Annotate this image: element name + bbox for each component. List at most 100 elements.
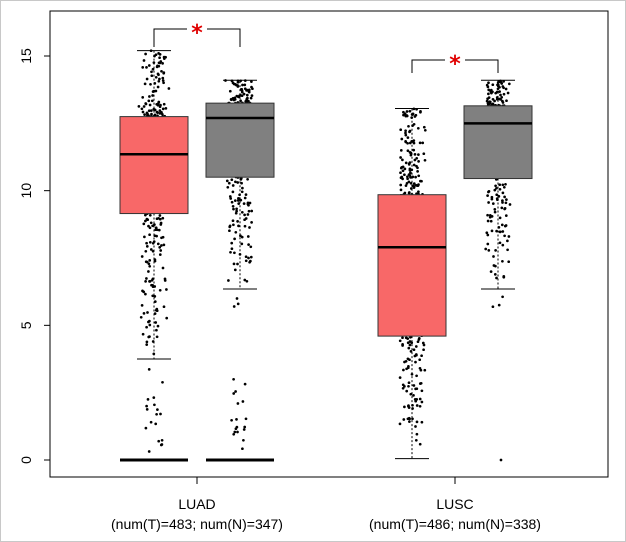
data-point — [239, 88, 243, 91]
data-point — [503, 234, 506, 238]
data-point — [495, 229, 498, 233]
data-point — [151, 224, 154, 228]
data-point — [158, 77, 161, 81]
data-point — [411, 417, 414, 421]
data-point — [501, 230, 505, 233]
data-point — [233, 268, 237, 272]
data-point — [234, 180, 237, 184]
data-point — [490, 197, 494, 201]
data-point — [414, 399, 418, 403]
data-point — [243, 224, 247, 228]
data-point — [420, 389, 424, 393]
data-point — [245, 97, 249, 101]
data-point — [244, 259, 248, 263]
data-point — [407, 404, 410, 408]
data-point — [490, 229, 494, 233]
data-point — [401, 343, 404, 346]
data-point — [414, 175, 417, 179]
outlier-point — [147, 450, 151, 453]
x-category-sublabel: (num(T)=483; num(N)=347) — [111, 516, 283, 532]
data-point — [162, 305, 166, 309]
data-point — [502, 92, 506, 96]
data-point — [400, 137, 404, 141]
data-point — [415, 156, 419, 160]
data-point — [501, 99, 504, 103]
data-point — [406, 149, 410, 153]
x-category-label: LUAD — [178, 496, 215, 512]
plot-area-border — [49, 10, 609, 478]
data-point — [250, 94, 254, 97]
outlier-point — [244, 417, 248, 421]
outlier-point — [153, 403, 156, 407]
data-point — [167, 87, 171, 90]
data-point — [404, 140, 407, 143]
x-category-label: LUSC — [436, 496, 473, 512]
outlier-point — [241, 447, 244, 451]
data-point — [401, 336, 404, 340]
outlier-point — [235, 297, 239, 300]
data-point — [140, 107, 144, 111]
data-point — [405, 367, 408, 371]
data-point — [415, 432, 419, 436]
data-point — [407, 384, 410, 388]
outlier-point — [145, 408, 149, 411]
data-point — [162, 81, 165, 85]
data-point — [415, 404, 419, 407]
data-point — [150, 99, 154, 103]
data-point — [500, 223, 504, 227]
data-point — [495, 193, 499, 197]
data-point — [148, 233, 151, 237]
data-point — [160, 244, 163, 247]
data-point — [418, 366, 422, 370]
data-point — [145, 277, 148, 280]
data-point — [230, 200, 234, 204]
data-point — [403, 191, 407, 195]
data-point — [399, 171, 402, 175]
data-point — [147, 320, 150, 324]
data-point — [236, 85, 240, 88]
data-point — [235, 207, 238, 211]
data-point — [237, 197, 240, 200]
data-point — [155, 328, 158, 332]
data-point — [420, 420, 424, 424]
star-mask — [445, 50, 465, 70]
outlier-point — [232, 392, 236, 395]
jitter-points — [137, 49, 512, 462]
data-point — [406, 141, 409, 145]
data-point — [415, 184, 419, 187]
data-point — [399, 183, 403, 187]
data-point — [408, 420, 411, 423]
data-point — [403, 167, 407, 171]
data-point — [249, 96, 253, 100]
data-point — [398, 422, 402, 426]
data-point — [162, 243, 166, 247]
data-point — [245, 279, 249, 283]
data-point — [408, 340, 412, 343]
data-point — [157, 100, 161, 104]
data-point — [495, 186, 498, 190]
data-point — [414, 345, 418, 348]
data-point — [155, 335, 159, 339]
data-point — [148, 95, 151, 98]
data-point — [147, 270, 150, 273]
data-point — [401, 386, 405, 390]
data-point — [235, 209, 238, 213]
data-point — [230, 241, 234, 245]
data-point — [493, 99, 496, 103]
outlier-point — [149, 420, 153, 424]
data-point — [240, 181, 243, 185]
data-point — [404, 161, 408, 165]
data-point — [159, 221, 163, 225]
outlier-point — [233, 430, 237, 434]
data-point — [408, 358, 411, 362]
data-point — [244, 193, 248, 196]
data-point — [410, 372, 414, 376]
data-point — [147, 64, 151, 67]
data-point — [161, 62, 164, 65]
data-point — [486, 194, 489, 197]
data-point — [161, 76, 165, 80]
data-point — [251, 87, 254, 91]
data-point — [234, 230, 238, 234]
data-point — [505, 198, 508, 201]
